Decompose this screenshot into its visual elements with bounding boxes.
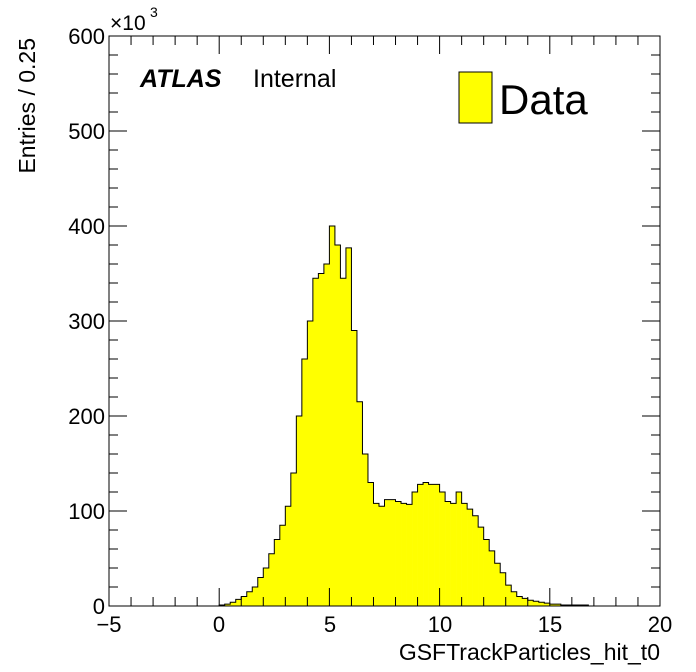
histogram-bar <box>450 503 457 606</box>
histogram-bar <box>527 600 534 606</box>
histogram-bar <box>489 550 495 606</box>
histogram-bar <box>312 278 319 606</box>
histogram-bar <box>296 416 303 606</box>
x-axis-label: GSFTrackParticles_hit_t0 <box>399 639 660 665</box>
histogram-bar <box>483 539 490 606</box>
histogram-bar <box>290 473 297 606</box>
x-tick-label: 0 <box>213 612 225 637</box>
histogram-bar <box>522 598 529 606</box>
histogram-bars <box>219 226 589 606</box>
histogram-bar <box>445 501 451 606</box>
histogram-bar <box>252 587 259 606</box>
histogram-bar <box>544 603 551 606</box>
legend-label: Data <box>499 76 588 123</box>
histogram-bar <box>516 596 523 606</box>
x-axis-ticks <box>108 36 661 606</box>
y-axis-ticks <box>109 35 660 607</box>
histogram-bar <box>285 506 292 606</box>
histogram-bar <box>401 503 407 606</box>
histogram-bar <box>318 273 325 606</box>
x-tick-label: 20 <box>648 612 672 637</box>
histogram-bar <box>263 568 270 606</box>
histogram-bar <box>224 604 231 606</box>
histogram-bar <box>538 602 545 606</box>
histogram-bar <box>373 503 380 606</box>
histogram-bar <box>356 401 363 606</box>
histogram-bar <box>301 359 308 606</box>
histogram-bar <box>246 591 253 606</box>
histogram-bar <box>456 492 462 606</box>
histogram-bar <box>378 506 385 606</box>
y-tick-label: 200 <box>68 404 105 429</box>
histogram-bar <box>274 539 281 606</box>
histogram-bar <box>279 525 286 606</box>
internal-label: Internal <box>253 65 336 93</box>
histogram-bar <box>323 264 330 606</box>
histogram-bar <box>384 499 391 606</box>
histogram-bar <box>533 601 540 606</box>
histogram-bar <box>478 527 484 606</box>
histogram-bar <box>351 330 358 606</box>
histogram-bar <box>345 247 352 606</box>
histogram-bar <box>268 553 275 606</box>
histogram-bar <box>461 503 468 606</box>
histogram-bar <box>549 604 556 606</box>
histogram-bar <box>428 484 435 606</box>
x-tick-label: −5 <box>96 612 121 637</box>
histogram-bar <box>230 602 237 606</box>
histogram-bar <box>423 482 429 606</box>
histogram-bar <box>241 596 248 606</box>
histogram-bar <box>494 563 501 606</box>
histogram-bar <box>511 591 518 606</box>
histogram-bar <box>472 515 479 606</box>
y-axis-multiplier-power: 3 <box>150 4 158 20</box>
histogram-bar <box>434 484 440 606</box>
y-tick-label: 500 <box>68 119 105 144</box>
y-tick-label: 600 <box>68 24 105 49</box>
y-tick-label: 300 <box>68 309 105 334</box>
histogram-bar <box>390 499 396 606</box>
histogram-bar <box>362 454 369 606</box>
histogram-bar <box>367 482 374 606</box>
x-tick-label: 5 <box>324 612 336 637</box>
legend-swatch <box>458 71 493 124</box>
histogram-bar <box>340 278 347 606</box>
y-tick-label: 400 <box>68 214 105 239</box>
histogram-bar <box>257 577 264 606</box>
histogram-bar <box>412 492 418 606</box>
histogram-bar <box>417 484 424 606</box>
histogram-outline <box>218 225 600 607</box>
y-tick-label: 100 <box>68 499 105 524</box>
histogram-bar <box>467 509 473 606</box>
y-axis-multiplier: ×10 <box>110 12 146 35</box>
histogram-bar <box>329 226 336 606</box>
histogram-bar <box>395 501 402 606</box>
histogram-bar <box>555 604 562 606</box>
histogram-bar <box>235 599 242 606</box>
histogram-bar <box>406 504 413 606</box>
x-tick-label: 15 <box>538 612 562 637</box>
y-tick-label: 0 <box>93 594 105 619</box>
histogram-bar <box>500 572 507 606</box>
atlas-label: ATLAS <box>139 65 222 93</box>
histogram-bar <box>439 492 446 606</box>
x-tick-label: 10 <box>428 612 452 637</box>
histogram-bar <box>334 245 341 606</box>
histogram-bar <box>505 585 512 606</box>
histogram-bar <box>307 321 314 606</box>
y-axis-label: Entries / 0.25 <box>14 38 40 174</box>
